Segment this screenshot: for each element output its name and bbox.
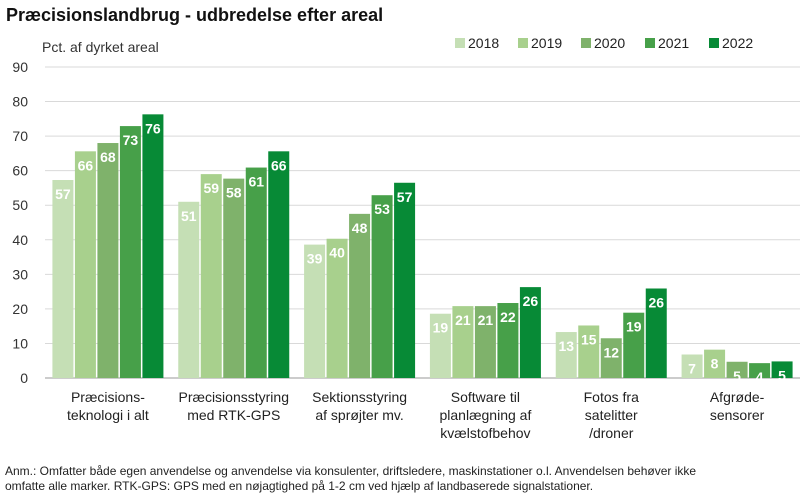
data-label: 59	[203, 180, 219, 196]
bar	[645, 288, 667, 378]
bar	[429, 313, 451, 378]
bar	[749, 363, 771, 378]
data-label: 48	[352, 220, 368, 236]
x-category-label: Sektionsstyring af sprøjter mv.	[312, 389, 407, 423]
data-label: 61	[248, 174, 264, 190]
y-tick-label: 30	[12, 266, 28, 282]
bar	[578, 325, 600, 378]
footnote-line-1: Anm.: Omfatter både egen anvendelse og a…	[5, 464, 696, 478]
bar	[142, 114, 164, 378]
bar	[555, 332, 577, 378]
y-tick-label: 40	[12, 232, 28, 248]
bar	[726, 361, 748, 378]
legend-label: 2021	[658, 35, 689, 51]
chart-title: Præcisionslandbrug - udbredelse efter ar…	[6, 5, 383, 25]
legend-label: 2019	[531, 35, 562, 51]
data-label: 73	[123, 132, 139, 148]
legend-label: 2018	[468, 35, 499, 51]
bar	[245, 167, 267, 378]
y-tick-label: 0	[20, 370, 28, 386]
legend-swatch	[518, 38, 528, 48]
legend: 2018 2019 2020 2021 2022	[455, 35, 753, 51]
bars	[52, 114, 793, 378]
bar	[268, 151, 290, 378]
data-label: 53	[374, 201, 390, 217]
bar	[600, 338, 622, 378]
data-label: 76	[145, 120, 161, 136]
legend-swatch	[455, 38, 465, 48]
x-category-label: Software til planlægning af kvælstofbehov	[439, 389, 531, 441]
data-label: 39	[307, 251, 323, 267]
data-label: 4	[756, 369, 764, 385]
x-category-label: Afgrøde-sensorer	[710, 389, 765, 423]
data-label: 57	[397, 189, 413, 205]
bar	[178, 201, 200, 378]
data-label: 13	[558, 338, 574, 354]
y-axis-label: Pct. af dyrket areal	[42, 39, 159, 55]
data-label: 19	[433, 320, 449, 336]
bar	[681, 354, 703, 378]
data-label: 5	[733, 368, 741, 384]
data-label: 68	[100, 149, 116, 165]
y-tick-label: 70	[12, 128, 28, 144]
y-tick-label: 10	[12, 335, 28, 351]
bar	[474, 306, 496, 378]
data-label: 26	[523, 293, 539, 309]
data-label: 66	[78, 157, 94, 173]
data-label: 66	[271, 157, 287, 173]
bar	[223, 178, 245, 378]
data-label: 8	[711, 356, 719, 372]
data-label: 12	[603, 344, 619, 360]
x-axis: Præcisions-teknologi i alt Præcisionsstyr…	[67, 389, 765, 441]
y-tick-label: 50	[12, 197, 28, 213]
bar	[371, 195, 393, 378]
bar	[452, 306, 474, 378]
bar	[349, 213, 371, 378]
data-label: 57	[55, 186, 71, 202]
bar	[52, 179, 74, 378]
y-tick-label: 80	[12, 94, 28, 110]
data-label: 26	[648, 295, 664, 311]
bar	[394, 182, 416, 378]
footnote-line-2: omfatte alle marker. RTK-GPS: GPS med en…	[5, 479, 593, 493]
bar	[623, 312, 645, 378]
legend-swatch	[709, 38, 719, 48]
y-tick-label: 20	[12, 301, 28, 317]
bar	[704, 349, 726, 378]
bar	[74, 151, 96, 378]
data-label: 15	[581, 331, 597, 347]
data-label: 58	[226, 185, 242, 201]
legend-label: 2022	[722, 35, 753, 51]
bar	[97, 143, 119, 378]
bar	[497, 303, 519, 378]
x-category-label: Præcisions-teknologi i alt	[67, 389, 149, 423]
bar	[771, 361, 793, 378]
y-tick-label: 90	[12, 59, 28, 75]
data-label: 19	[626, 319, 642, 335]
x-category-label: Præcisionsstyring med RTK-GPS	[179, 389, 289, 423]
legend-swatch	[581, 38, 591, 48]
legend-swatch	[645, 38, 655, 48]
y-axis-ticks: 0 10 20 30 40 50 60 70 80 90	[12, 59, 28, 386]
data-label: 51	[181, 208, 197, 224]
data-label: 21	[478, 312, 494, 328]
bar	[519, 287, 541, 378]
bar	[119, 126, 141, 378]
bar	[304, 244, 326, 378]
data-label: 21	[455, 312, 471, 328]
data-label: 40	[329, 245, 345, 261]
bar	[326, 238, 348, 378]
gridlines	[45, 66, 800, 379]
y-tick-label: 60	[12, 163, 28, 179]
data-label: 22	[500, 309, 516, 325]
legend-label: 2020	[594, 35, 625, 51]
x-category-label: Fotos fra satelitter/droner	[584, 389, 639, 441]
bar	[200, 174, 222, 378]
data-label: 7	[688, 361, 696, 377]
data-label: 5	[778, 367, 786, 383]
